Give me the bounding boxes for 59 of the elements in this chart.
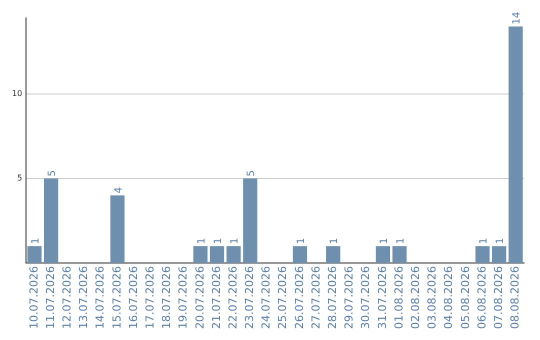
x-tick-label: 06.08.2026: [475, 266, 488, 330]
x-tick-label: 21.07.2026: [210, 266, 223, 330]
data-label: 1: [495, 238, 506, 244]
bar: [44, 178, 58, 264]
bar: [475, 246, 490, 264]
x-tick-label: 23.07.2026: [243, 266, 256, 330]
x-tick-label: 27.07.2026: [309, 266, 322, 330]
bar: [492, 246, 506, 264]
x-tick-label: 02.08.2026: [408, 266, 422, 330]
x-tick-label: 14.07.2026: [94, 266, 107, 330]
data-label: 1: [196, 238, 208, 244]
x-tick-label: 19.07.2026: [176, 266, 190, 330]
x-tick-label: 05.08.2026: [458, 266, 472, 330]
x-tick-label: 08.08.2026: [508, 266, 522, 330]
data-label: 1: [329, 238, 340, 244]
bar: [392, 246, 407, 264]
x-tick-label: 26.07.2026: [292, 266, 306, 330]
x-tick-label: 22.07.2026: [226, 266, 240, 330]
x-tick-label: 03.08.2026: [426, 266, 439, 330]
x-tick-label: 13.07.2026: [77, 266, 90, 330]
x-tick-label: 10.07.2026: [27, 266, 40, 330]
bar: [210, 246, 224, 264]
x-tick-label: 28.07.2026: [326, 266, 340, 330]
x-tick-label: 11.07.2026: [44, 266, 57, 330]
data-label: 4: [113, 187, 124, 194]
data-label: 5: [246, 170, 258, 177]
x-tick-label: 29.07.2026: [342, 266, 356, 330]
bar: [27, 246, 42, 264]
data-label: 1: [378, 238, 390, 244]
bar: [243, 178, 258, 264]
bar: [110, 195, 125, 264]
data-label: 1: [30, 238, 42, 244]
x-tick-label: 18.07.2026: [160, 266, 174, 330]
y-tick-label: 10: [12, 89, 22, 98]
data-label: 1: [213, 238, 224, 244]
data-label: 1: [396, 238, 407, 244]
x-tick-label: 24.07.2026: [260, 266, 273, 330]
data-label: 14: [512, 12, 523, 24]
bar: [193, 246, 208, 264]
bar: [508, 26, 523, 264]
bar: [376, 246, 390, 264]
x-tick-label: 31.07.2026: [376, 266, 389, 330]
data-label: 5: [47, 170, 58, 177]
x-tick-label: 01.08.2026: [392, 266, 406, 330]
data-label: 1: [230, 238, 241, 244]
x-tick-label: 20.07.2026: [193, 266, 206, 330]
x-tick-label: 30.07.2026: [359, 266, 372, 330]
x-tick-label: 17.07.2026: [143, 266, 156, 330]
data-label: 1: [478, 238, 490, 244]
bar: [326, 246, 340, 264]
x-tick-label: 16.07.2026: [126, 266, 140, 330]
data-label: 1: [296, 238, 307, 244]
x-tick-label: 07.08.2026: [492, 266, 505, 330]
x-tick-label: 04.08.2026: [442, 266, 456, 330]
bar: [292, 246, 308, 264]
x-tick-label: 15.07.2026: [110, 266, 124, 330]
x-tick-label: 12.07.2026: [60, 266, 74, 330]
bar: [226, 246, 241, 264]
x-tick-label: 25.07.2026: [276, 266, 290, 330]
